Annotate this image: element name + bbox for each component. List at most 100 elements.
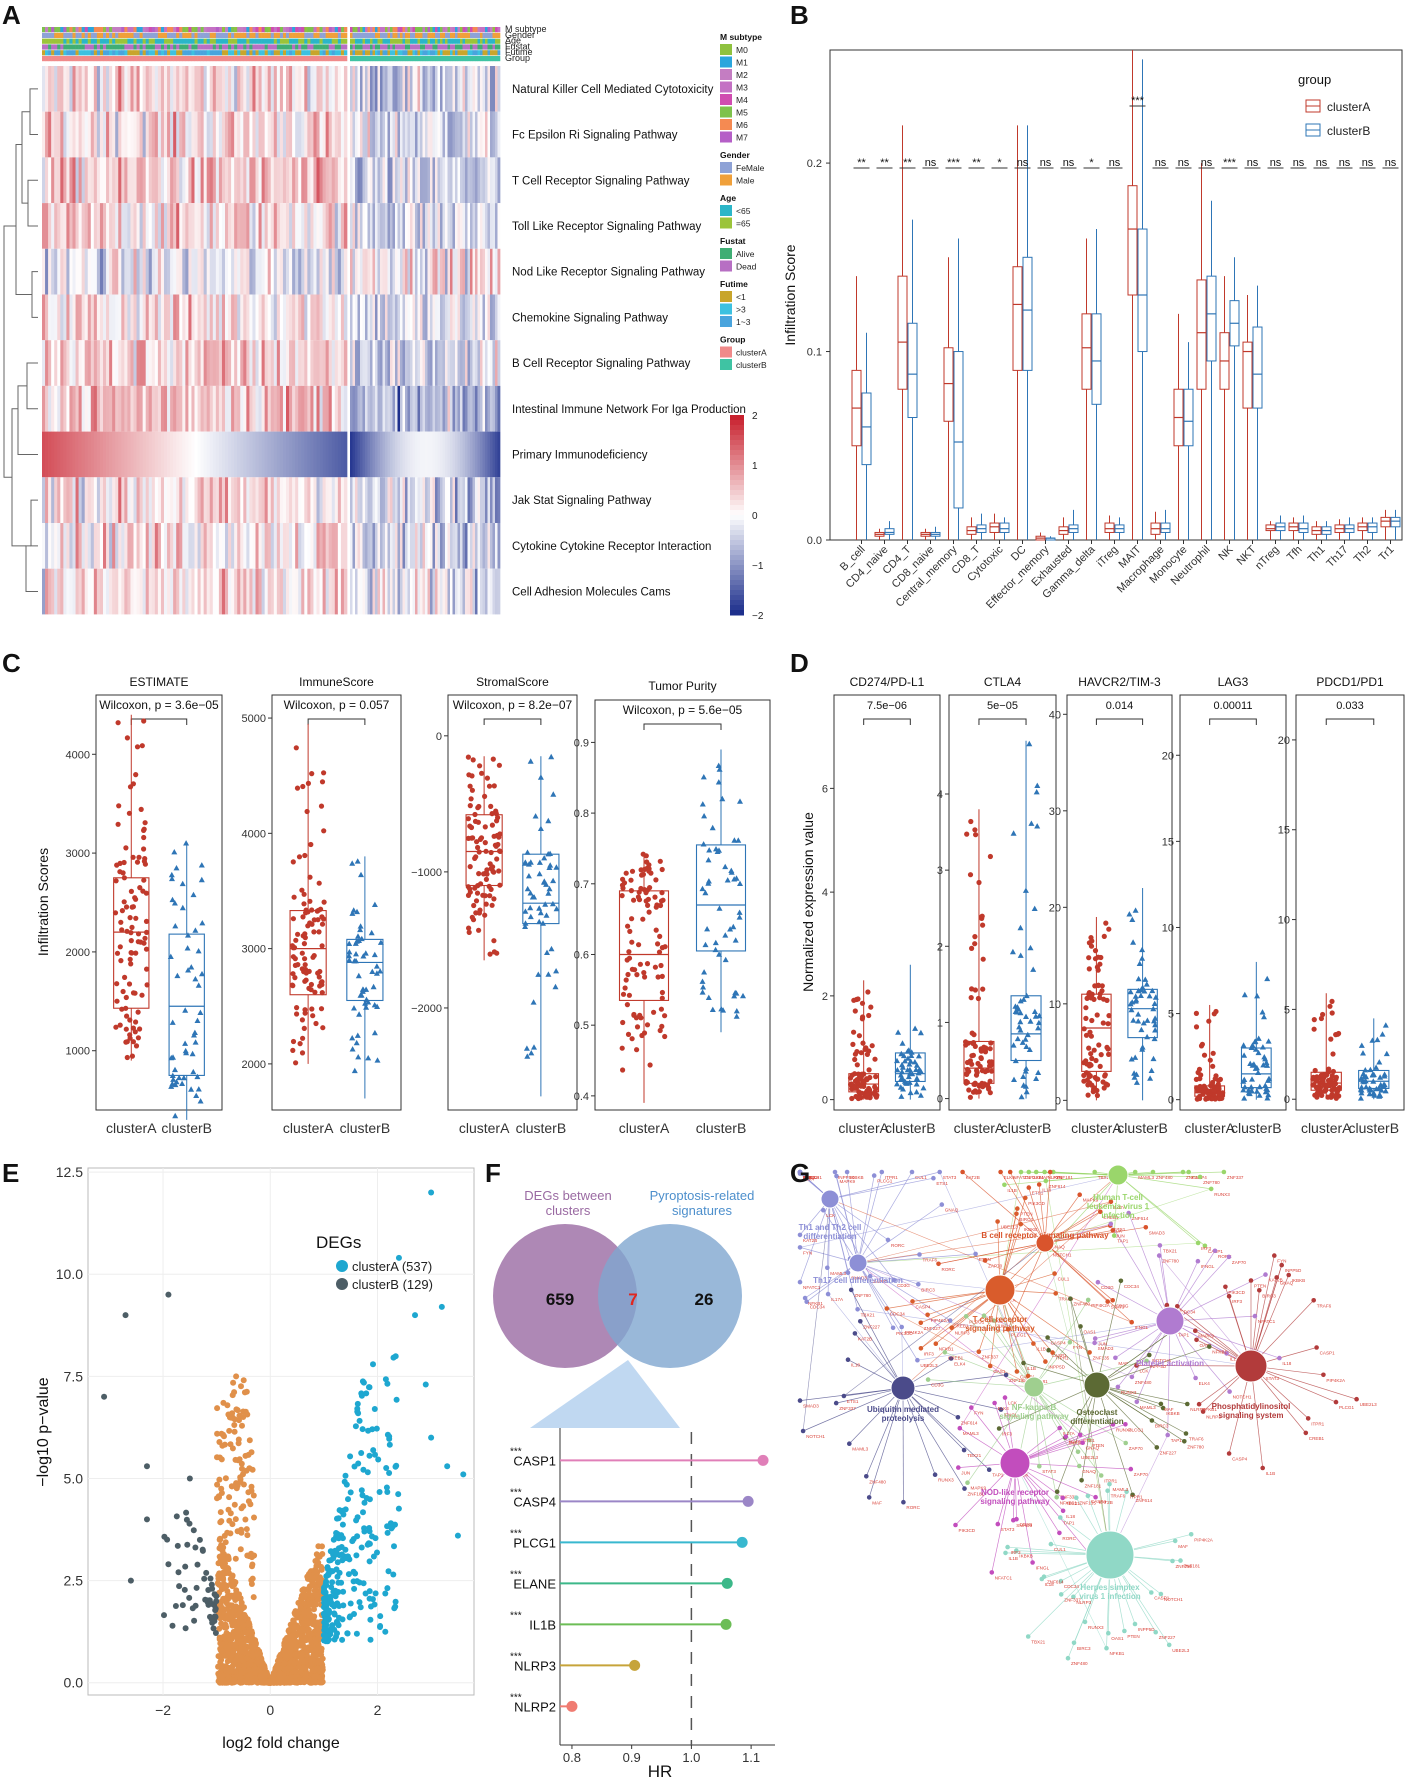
heatmap-cell [442, 340, 446, 386]
heatmap-cell [445, 248, 448, 295]
heatmap-cell [179, 340, 183, 386]
heatmap-cell [445, 157, 448, 204]
heatmap-cell [276, 477, 281, 523]
data-point [374, 1057, 381, 1063]
heatmap-cell [417, 294, 421, 341]
annotation-cell [440, 32, 443, 38]
annotation-cell [90, 32, 95, 38]
heatmap-cell [301, 568, 305, 615]
data-point [659, 989, 666, 996]
colorbar-cell [730, 480, 744, 486]
heatmap-cell [231, 431, 235, 478]
annotation-cell [112, 44, 116, 50]
heatmap-cell [350, 477, 353, 523]
annotation-cell [365, 32, 368, 38]
heatmap-cell [475, 203, 478, 249]
heatmap-cell [118, 203, 122, 249]
heatmap-cell [225, 340, 229, 386]
annotation-cell [164, 38, 168, 44]
annotation-cell [264, 32, 268, 38]
heatmap-cell [173, 111, 177, 158]
heatmap-cell [273, 431, 278, 478]
annotation-cell [382, 27, 386, 33]
data-point [1311, 1026, 1317, 1032]
heatmap-cell [179, 294, 183, 341]
annotation-cell [167, 27, 171, 33]
heatmap-cell [397, 385, 401, 432]
heatmap-cell [127, 340, 131, 386]
heatmap-cell [360, 568, 363, 615]
heatmap-cell [173, 294, 177, 341]
heatmap-cell [382, 66, 386, 112]
annotation-cell [145, 32, 150, 38]
heatmap-cell [427, 248, 431, 295]
heatmap-cell [130, 523, 134, 569]
heatmap-cell [191, 111, 195, 158]
data-point [320, 1025, 326, 1031]
heatmap-cell [427, 523, 431, 569]
data-point [1088, 1062, 1094, 1068]
heatmap-cell [203, 523, 208, 569]
annotation-cell [422, 38, 426, 44]
heatmap-cell [475, 111, 478, 158]
data-point [1358, 1090, 1365, 1096]
heatmap-cell [286, 111, 290, 158]
annotation-cell [57, 38, 61, 44]
annotation-cell [154, 32, 159, 38]
heatmap-cell [203, 431, 208, 478]
heatmap-cell [249, 385, 253, 432]
colorbar-cell [730, 570, 744, 576]
annotation-cell [410, 56, 413, 62]
data-point [1015, 1006, 1022, 1012]
legend-swatch [720, 81, 732, 93]
data-point [292, 962, 298, 969]
legend-swatch [720, 359, 732, 370]
annotation-cell [124, 44, 128, 50]
annotation-cell [197, 50, 201, 56]
y-tick-label: −2000 [411, 1003, 442, 1015]
heatmap-cell [405, 477, 408, 523]
annotation-cell [405, 44, 408, 50]
annotation-cell [145, 38, 150, 44]
heatmap-cell [487, 294, 491, 341]
heatmap-cell [246, 111, 250, 158]
heatmap-cell [170, 66, 174, 112]
annotation-cell [422, 32, 426, 38]
signif-label: * [1089, 157, 1094, 169]
heatmap-cell [437, 477, 441, 523]
heatmap-cell [470, 248, 473, 295]
signif-label: ns [1063, 157, 1075, 169]
annotation-cell [148, 27, 153, 33]
data-point [128, 938, 134, 944]
heatmap-cell [218, 66, 223, 112]
data-point [488, 803, 494, 810]
heatmap-cell [390, 385, 393, 432]
heatmap-cell [319, 203, 323, 249]
data-point [297, 1041, 303, 1047]
heatmap-row-label: Jak Stat Signaling Pathway [512, 495, 652, 507]
annotation-cell [234, 56, 238, 62]
data-point [353, 938, 360, 944]
annotation-cell [455, 50, 458, 56]
data-point [699, 885, 706, 892]
heatmap-cell [360, 157, 363, 204]
heatmap-cell [157, 294, 162, 341]
annotation-cell [228, 50, 232, 56]
box [989, 522, 1000, 533]
heatmap-cell [400, 66, 403, 112]
annotation-cell [264, 56, 268, 62]
x-tick-label: clusterA [283, 1120, 334, 1136]
data-point [118, 958, 124, 964]
annotation-cell [427, 38, 431, 44]
box [1196, 279, 1207, 390]
heatmap-cell [435, 477, 438, 523]
heatmap-cell [225, 111, 229, 158]
heatmap-cell [457, 477, 461, 523]
data-point [966, 1068, 972, 1074]
heatmap-cell [96, 477, 101, 523]
heatmap-cell [301, 248, 305, 295]
heatmap-cell [142, 431, 147, 478]
annotation-cell [370, 27, 373, 33]
data-point [873, 1074, 879, 1080]
data-point [989, 1068, 995, 1074]
